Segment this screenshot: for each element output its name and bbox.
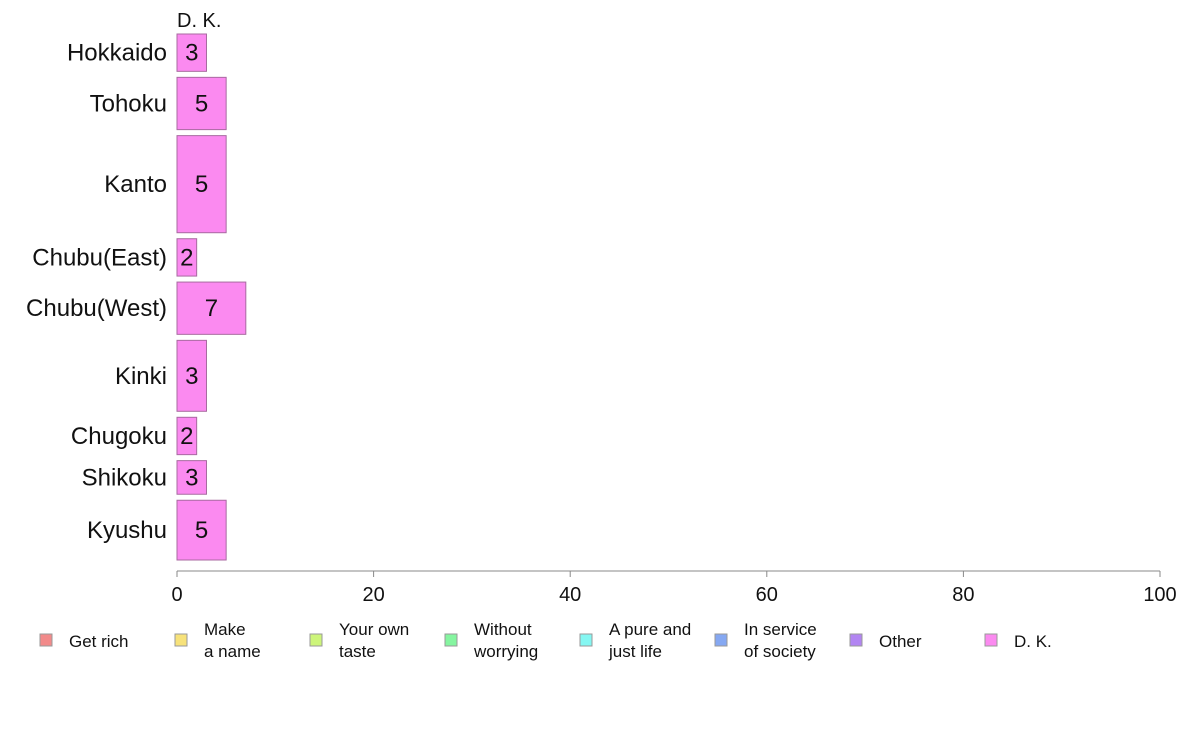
bar-segment: [176, 499, 227, 561]
legend-swatch: [984, 633, 998, 647]
category-label: Hokkaido: [67, 40, 167, 67]
legend-label: Make a name: [204, 620, 261, 661]
legend-label: Get rich: [69, 632, 129, 651]
legend-swatch: [309, 633, 323, 647]
legend-swatch: [174, 633, 188, 647]
column-label: D. K.: [177, 10, 221, 32]
legend-label: A pure and just life: [608, 620, 691, 661]
x-tick-label: 20: [362, 584, 384, 606]
legend-label: Your own taste: [339, 620, 409, 661]
category-label: Kanto: [104, 171, 167, 198]
legend-label-line: of society: [744, 642, 816, 661]
legend-label-line: Your own: [339, 620, 409, 639]
bar-segment: [176, 76, 227, 131]
legend-label-line: a name: [204, 642, 261, 661]
legend-swatch: [39, 633, 53, 647]
legend-label: In service of society: [744, 620, 817, 661]
legend-label: Without worrying: [473, 620, 538, 661]
bar-data-label: 3: [185, 464, 198, 491]
category-label: Chugoku: [71, 423, 167, 450]
bar-data-label: 5: [195, 171, 208, 198]
category-label: Shikoku: [82, 464, 167, 491]
category-label: Chubu(East): [32, 244, 167, 271]
legend-label-line: A pure and: [609, 620, 691, 639]
legend-swatch: [444, 633, 458, 647]
legend-label-line: In service: [744, 620, 817, 639]
x-tick-label: 40: [559, 584, 581, 606]
bar-segment: [176, 339, 207, 412]
bar-data-label: 3: [185, 363, 198, 390]
category-label: Kinki: [115, 363, 167, 390]
bar-segment: [176, 238, 198, 277]
bar-data-label: 2: [180, 244, 193, 271]
x-tick-label: 60: [756, 584, 778, 606]
legend-swatch: [849, 633, 863, 647]
legend-swatch: [579, 633, 593, 647]
category-label: Tohoku: [90, 90, 167, 117]
legend-swatch: [714, 633, 728, 647]
x-tick-label: 100: [1143, 584, 1176, 606]
legend-label-line: taste: [339, 642, 376, 661]
category-label: Chubu(West): [26, 295, 167, 322]
bar-data-label: 5: [195, 90, 208, 117]
bar-data-label: 5: [195, 517, 208, 544]
legend-label: Other: [879, 632, 922, 651]
bar-segment: [176, 416, 198, 456]
legend-label-line: Make: [204, 620, 246, 639]
bar-data-label: 2: [180, 423, 193, 450]
x-tick-label: 80: [952, 584, 974, 606]
bar-data-label: 7: [205, 295, 218, 322]
legend-label: D. K.: [1014, 632, 1052, 651]
legend-label-line: just life: [608, 642, 662, 661]
bar-segment: [176, 281, 247, 335]
category-label: Kyushu: [87, 517, 167, 544]
bar-data-label: 3: [185, 40, 198, 67]
bar-segment: [176, 460, 207, 495]
bar-segment: [176, 33, 207, 72]
x-tick-label: 0: [171, 584, 182, 606]
bar-segment: [176, 135, 227, 234]
legend-label-line: Without: [474, 620, 532, 639]
legend-label-line: worrying: [473, 642, 538, 661]
